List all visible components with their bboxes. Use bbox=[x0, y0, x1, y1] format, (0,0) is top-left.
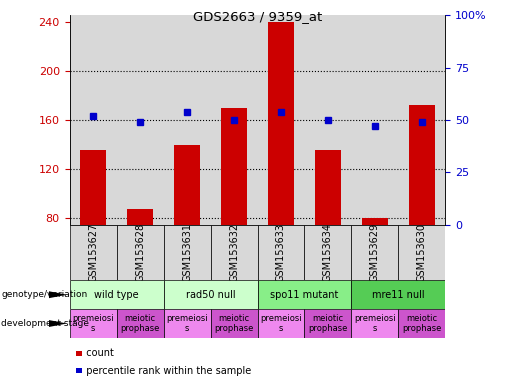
Bar bbox=[211, 225, 258, 280]
Bar bbox=[362, 218, 388, 225]
Bar bbox=[164, 309, 211, 338]
Text: genotype/variation: genotype/variation bbox=[1, 290, 87, 299]
Text: GSM153631: GSM153631 bbox=[182, 223, 192, 282]
Text: wild type: wild type bbox=[94, 290, 139, 300]
Text: development stage: development stage bbox=[1, 319, 89, 328]
Bar bbox=[315, 149, 341, 225]
Bar bbox=[80, 149, 106, 225]
Text: GSM153633: GSM153633 bbox=[276, 223, 286, 282]
Polygon shape bbox=[49, 320, 67, 327]
Bar bbox=[164, 225, 211, 280]
Text: meiotic
prophase: meiotic prophase bbox=[214, 314, 254, 333]
Bar bbox=[258, 280, 351, 309]
Bar bbox=[221, 108, 247, 225]
Bar bbox=[70, 225, 116, 280]
Text: GDS2663 / 9359_at: GDS2663 / 9359_at bbox=[193, 10, 322, 23]
Text: count: count bbox=[80, 348, 114, 358]
Bar bbox=[409, 105, 435, 225]
Text: meiotic
prophase: meiotic prophase bbox=[308, 314, 348, 333]
Text: GSM153634: GSM153634 bbox=[323, 223, 333, 282]
Text: premeiosi
s: premeiosi s bbox=[166, 314, 208, 333]
Text: GSM153632: GSM153632 bbox=[229, 223, 239, 282]
Text: spo11 mutant: spo11 mutant bbox=[270, 290, 339, 300]
Bar bbox=[304, 225, 352, 280]
Text: GSM153628: GSM153628 bbox=[135, 223, 145, 282]
Bar bbox=[304, 309, 352, 338]
Text: premeiosi
s: premeiosi s bbox=[354, 314, 396, 333]
Text: premeiosi
s: premeiosi s bbox=[72, 314, 114, 333]
Bar bbox=[164, 280, 258, 309]
Bar bbox=[352, 309, 399, 338]
Text: meiotic
prophase: meiotic prophase bbox=[121, 314, 160, 333]
Bar bbox=[352, 280, 445, 309]
Polygon shape bbox=[49, 291, 67, 298]
Bar bbox=[70, 309, 116, 338]
Bar bbox=[116, 309, 164, 338]
Text: GSM153630: GSM153630 bbox=[417, 223, 427, 282]
Bar bbox=[174, 145, 200, 225]
Text: mre11 null: mre11 null bbox=[372, 290, 425, 300]
Text: GSM153627: GSM153627 bbox=[88, 223, 98, 282]
Bar bbox=[116, 225, 164, 280]
Text: GSM153629: GSM153629 bbox=[370, 223, 380, 282]
Bar bbox=[268, 22, 294, 225]
Bar bbox=[258, 309, 304, 338]
Bar bbox=[127, 209, 153, 225]
Text: rad50 null: rad50 null bbox=[186, 290, 235, 300]
Bar bbox=[399, 225, 445, 280]
Bar bbox=[211, 309, 258, 338]
Bar bbox=[352, 225, 399, 280]
Text: premeiosi
s: premeiosi s bbox=[260, 314, 302, 333]
Bar bbox=[70, 280, 164, 309]
Bar bbox=[399, 309, 445, 338]
Bar bbox=[258, 225, 304, 280]
Text: percentile rank within the sample: percentile rank within the sample bbox=[80, 366, 251, 376]
Text: meiotic
prophase: meiotic prophase bbox=[402, 314, 442, 333]
